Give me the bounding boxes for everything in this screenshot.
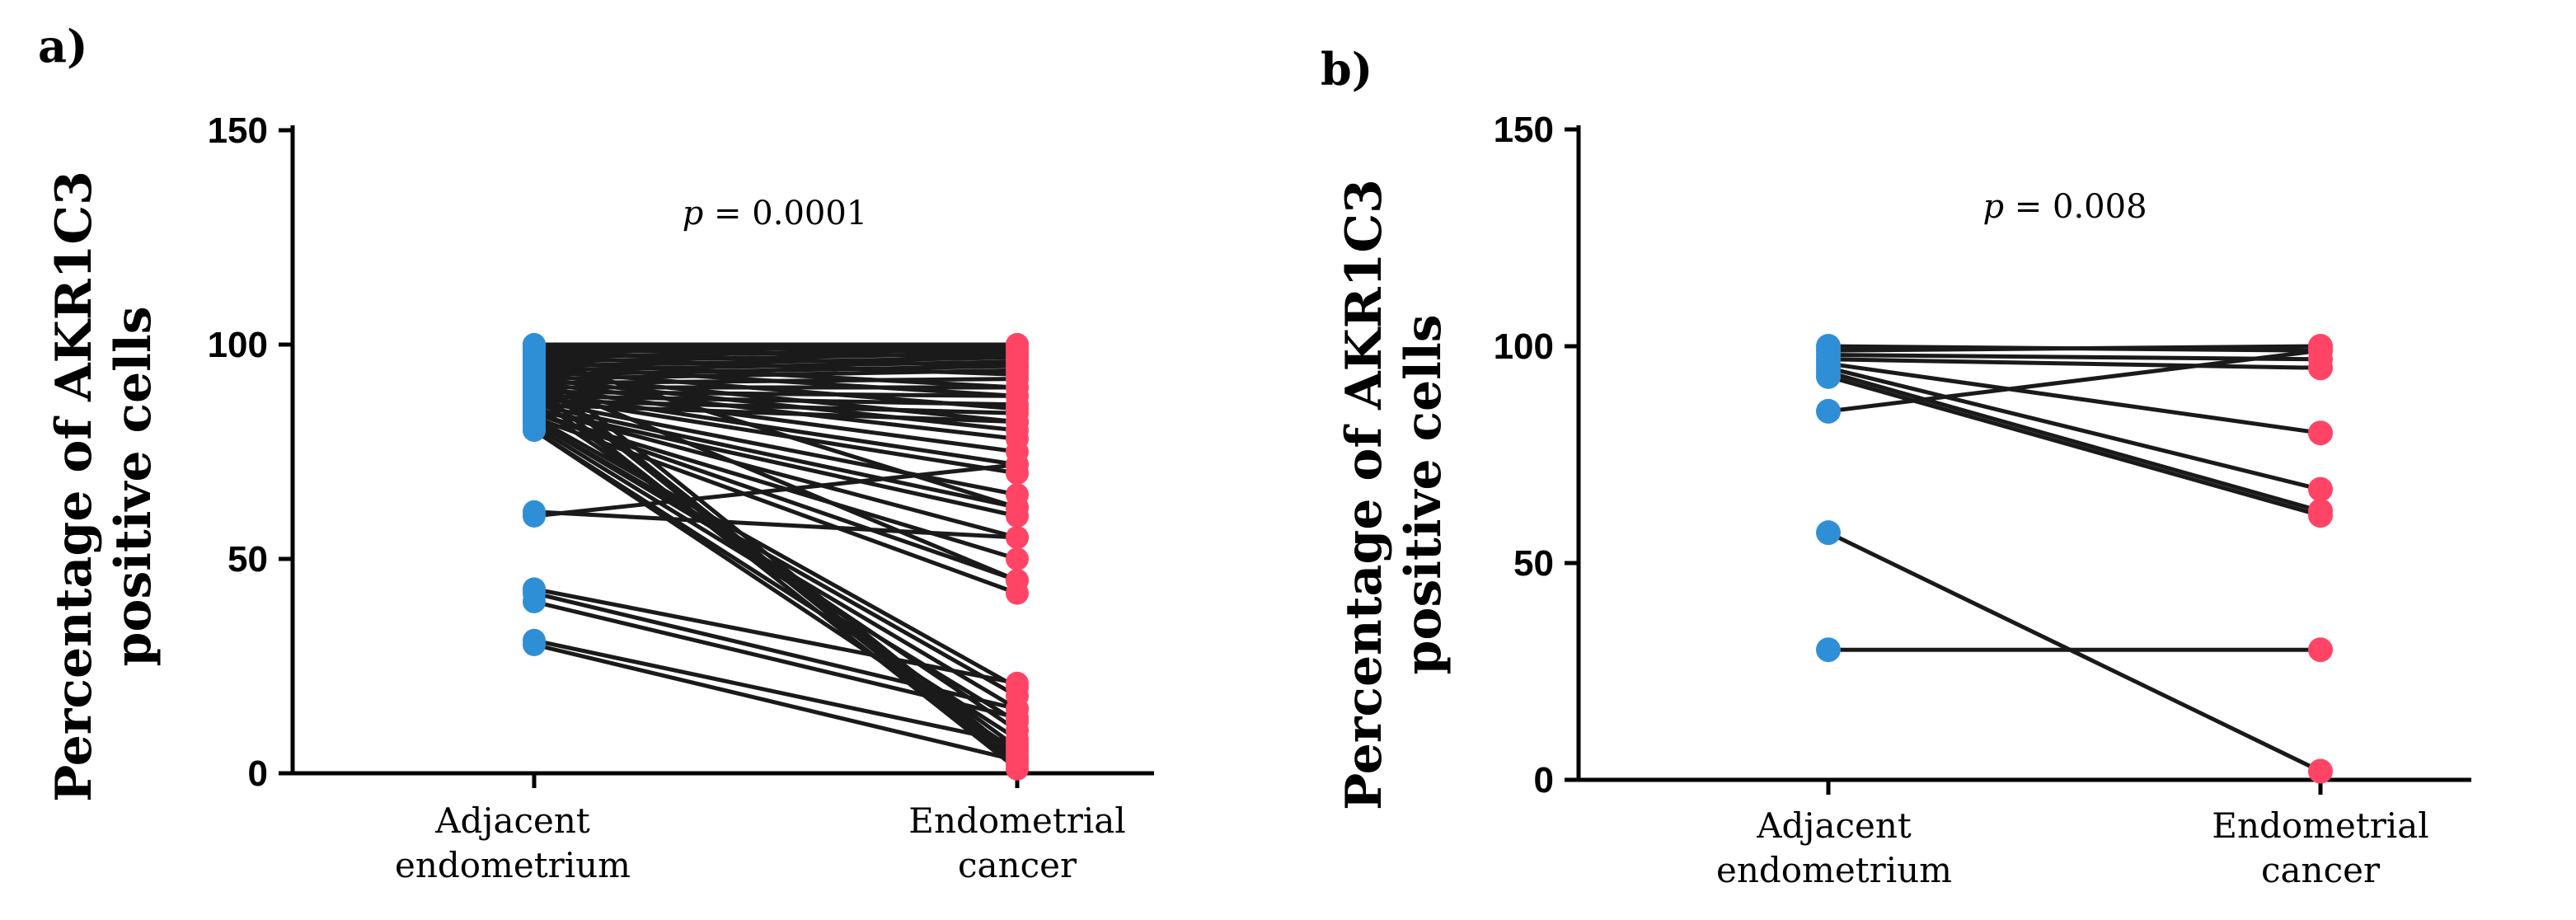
panel-a-pair-line-54 xyxy=(533,599,1018,720)
panel-a-pair-line-11 xyxy=(533,355,1018,368)
panel-a-cancer-point-51 xyxy=(1006,526,1029,549)
panel-a-adjacent-point-51 xyxy=(523,500,546,523)
panel-b-cancer-point-10 xyxy=(2308,637,2333,663)
panel-a-marks xyxy=(523,333,1029,781)
panel-a-label: a) xyxy=(38,20,88,73)
panel-b-pair-line-6 xyxy=(1828,370,2321,514)
panel-a-adjacent-point-54 xyxy=(523,590,546,613)
panel-a-pair-line-50 xyxy=(533,462,1018,519)
panel-a-pair-line-27 xyxy=(533,398,1018,415)
panel-a: a) Percentage of AKR1C3 positive cells 0… xyxy=(38,20,1154,885)
panel-a-pair-line-29 xyxy=(533,402,1018,425)
panel-a-cancer-point-48 xyxy=(1006,495,1029,519)
panel-b-p-symbol: p xyxy=(1982,188,2004,226)
panel-a-pair-line-17 xyxy=(533,368,1018,382)
panel-b-label: b) xyxy=(1321,43,1372,96)
panel-b-cancer-point-8 xyxy=(2308,338,2333,364)
panel-a-pair-line-9 xyxy=(533,350,1018,364)
panel-a-pair-line-5 xyxy=(533,342,1018,355)
panel-b-adjacent-point-7 xyxy=(1816,364,1841,389)
panel-a-pair-line-53 xyxy=(533,591,1018,711)
panel-b-pair-line-8 xyxy=(1828,348,2321,414)
panel-b-p-number: = 0.008 xyxy=(2004,188,2147,226)
panel-b-adjacent-point-8 xyxy=(1816,398,1841,424)
panel-a-ytick-label-0: 0 xyxy=(248,753,268,794)
panel-a-pair-line-23 xyxy=(533,389,1018,398)
panel-b-ylabel-line1: Percentage of AKR1C3 xyxy=(1335,179,1393,810)
panel-a-xcat-cancer-line1: Endometrial xyxy=(908,800,1125,841)
panel-b-cancer-point-4 xyxy=(2308,420,2333,446)
panel-b-pair-line-2 xyxy=(1828,353,2321,362)
panel-a-p-number: = 0.0001 xyxy=(703,195,867,232)
panel-a-pair-line-56 xyxy=(533,642,1018,763)
panel-a-pair-line-45 xyxy=(533,386,1019,771)
panel-b-pair-line-4 xyxy=(1828,361,2321,435)
panel-b-ytick-label-0: 0 xyxy=(1534,760,1554,800)
panel-a-cancer-point-55 xyxy=(1006,731,1029,755)
panel-b-cancer-point-9 xyxy=(2308,758,2333,784)
panel-a-cancer-point-29 xyxy=(1006,410,1029,434)
panel-a-ytick-label-150: 150 xyxy=(208,110,268,151)
panel-a-pair-line-48 xyxy=(533,355,1018,509)
panel-b-xcat-cancer-line1: Endometrial xyxy=(2212,805,2428,846)
panel-a-cancer-point-52 xyxy=(1006,671,1029,695)
panel-b-adjacent-point-10 xyxy=(1816,637,1841,663)
panel-a-ytick-label-50: 50 xyxy=(228,539,268,580)
panel-a-cancer-point-56 xyxy=(1006,749,1029,772)
panel-a-adjacent-point-48 xyxy=(523,345,546,369)
panel-a-cancer-point-50 xyxy=(1006,453,1029,476)
panel-b-xcat-adjacent-line1: Adjacent xyxy=(1756,805,1912,846)
panel-a-xcat-adjacent-line1: Adjacent xyxy=(434,800,590,841)
panel-a-ytick-label-100: 100 xyxy=(208,325,268,365)
panel-a-adjacent-point-56 xyxy=(523,633,546,656)
panel-a-pair-line-52 xyxy=(533,586,1018,686)
panel-a-p-symbol: p xyxy=(683,195,704,232)
panel-a-adjacent-point-41 xyxy=(523,419,546,442)
panel-b-xcat-adjacent-line2: endometrium xyxy=(1716,850,1952,890)
panel-a-adjacent-point-49 xyxy=(523,367,546,391)
panel-a-xcat-cancer-line2: cancer xyxy=(958,845,1077,885)
panel-b-ytick-label-100: 100 xyxy=(1494,326,1554,367)
panel-b-pair-lines xyxy=(1827,344,2322,773)
panel-a-pair-line-47 xyxy=(533,402,1019,733)
panel-a-pair-line-28 xyxy=(533,398,1018,497)
panel-a-ylabel-line2: positive cells xyxy=(105,306,162,666)
panel-a-pair-line-35 xyxy=(533,415,1018,595)
panel-a-pair-line-55 xyxy=(533,638,1018,746)
panel-b-ylabel-line2: positive cells xyxy=(1395,314,1452,674)
panel-a-xcat-adjacent-line2: endometrium xyxy=(395,845,631,885)
panel-a-pair-line-25 xyxy=(533,393,1018,407)
panel-b-ytick-label-150: 150 xyxy=(1494,110,1554,150)
panel-a-pair-line-49 xyxy=(533,377,1018,583)
panel-b-xcat-cancer-line2: cancer xyxy=(2261,850,2381,890)
panel-a-cancer-point-49 xyxy=(1006,569,1029,592)
panel-a-pair-lines xyxy=(533,342,1019,771)
panel-b-pvalue: p = 0.008 xyxy=(1982,188,2147,226)
panel-a-pair-line-15 xyxy=(533,364,1018,377)
panel-a-adjacent-point-47 xyxy=(523,392,546,416)
panel-b-pair-line-3 xyxy=(1828,357,2321,370)
panel-a-ylabel-line1: Percentage of AKR1C3 xyxy=(45,171,103,802)
panel-b: b) Percentage of AKR1C3 positive cells 0… xyxy=(1321,43,2471,890)
panel-a-cancer-point-33 xyxy=(1006,547,1029,570)
panel-b-marks xyxy=(1816,334,2333,784)
panel-a-pair-line-13 xyxy=(533,359,1018,373)
panel-b-pair-line-1 xyxy=(1828,344,2321,353)
panel-b-adjacent-point-9 xyxy=(1816,520,1841,546)
panel-b-cancer-point-7 xyxy=(2308,503,2333,528)
panel-a-cancer-point-54 xyxy=(1006,706,1029,730)
panel-b-cancer-point-3 xyxy=(2308,355,2333,381)
panel-b-pair-line-5 xyxy=(1828,365,2321,492)
panel-b-cancer-point-5 xyxy=(2308,476,2333,502)
panel-b-pair-line-9 xyxy=(1827,530,2322,773)
panel-a-pair-line-51 xyxy=(533,509,1018,540)
panel-a-pair-line-30 xyxy=(533,402,1018,510)
panel-a-pair-line-31 xyxy=(533,406,1018,519)
panel-a-pvalue: p = 0.0001 xyxy=(683,195,868,232)
panel-a-pair-line-7 xyxy=(533,346,1018,360)
panel-a-pair-line-36 xyxy=(533,415,1019,690)
panel-b-ytick-label-50: 50 xyxy=(1513,543,1554,584)
